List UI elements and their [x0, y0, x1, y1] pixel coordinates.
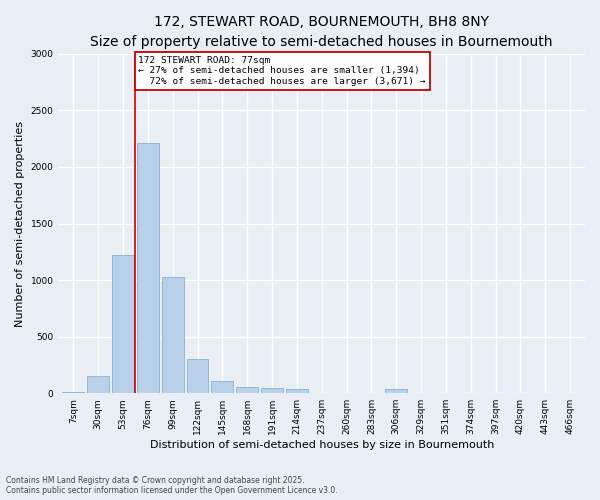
- Title: 172, STEWART ROAD, BOURNEMOUTH, BH8 8NY
Size of property relative to semi-detach: 172, STEWART ROAD, BOURNEMOUTH, BH8 8NY …: [91, 15, 553, 48]
- Bar: [286, 389, 308, 393]
- Bar: [112, 255, 134, 393]
- Bar: [236, 387, 258, 393]
- Bar: [87, 376, 109, 393]
- Bar: [62, 392, 84, 393]
- Bar: [211, 381, 233, 393]
- Y-axis label: Number of semi-detached properties: Number of semi-detached properties: [15, 120, 25, 326]
- Bar: [385, 389, 407, 393]
- Bar: [187, 360, 208, 393]
- Bar: [162, 276, 184, 393]
- Text: Contains HM Land Registry data © Crown copyright and database right 2025.
Contai: Contains HM Land Registry data © Crown c…: [6, 476, 338, 495]
- Bar: [137, 143, 159, 393]
- Text: 172 STEWART ROAD: 77sqm
← 27% of semi-detached houses are smaller (1,394)
  72% : 172 STEWART ROAD: 77sqm ← 27% of semi-de…: [139, 56, 426, 86]
- X-axis label: Distribution of semi-detached houses by size in Bournemouth: Distribution of semi-detached houses by …: [149, 440, 494, 450]
- Bar: [261, 388, 283, 393]
